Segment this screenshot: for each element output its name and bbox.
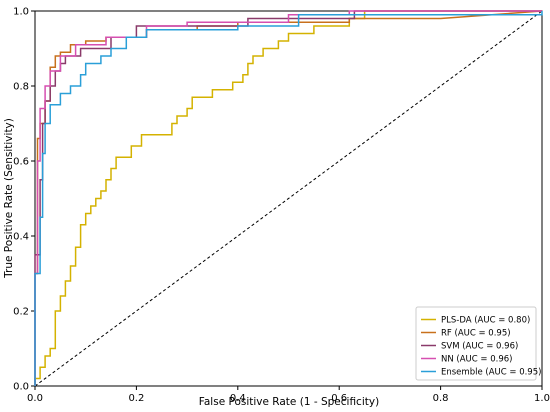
x-tick-label: 0.6 bbox=[331, 393, 347, 404]
y-tick-label: 0.4 bbox=[13, 232, 29, 243]
x-tick-label: 0.8 bbox=[433, 393, 449, 404]
roc-curve-0 bbox=[34, 10, 542, 386]
y-tick-label: 0.0 bbox=[13, 382, 29, 393]
y-tick-label: 0.8 bbox=[13, 82, 29, 93]
legend-entry: RF (AUC = 0.95) bbox=[441, 329, 511, 339]
roc-curve-4 bbox=[34, 11, 543, 386]
y-tick-label: 0.2 bbox=[13, 307, 29, 318]
y-tick-label: 0.6 bbox=[13, 157, 29, 168]
x-tick-label: 0.2 bbox=[128, 393, 144, 404]
plot-area: 0.0 0.2 0.4 0.6 0.8 1.0 0.0 0.2 0.4 0.6 0.8 1.0 PLS-… bbox=[13, 7, 550, 405]
x-axis-label: False Positive Rate (1 - Specificity) bbox=[199, 396, 379, 408]
legend-box bbox=[415, 306, 537, 381]
y-axis-label: True Positive Rate (Sensitivity) bbox=[3, 118, 15, 279]
plot-frame bbox=[34, 10, 543, 387]
legend-entry: Ensemble (AUC = 0.95) bbox=[441, 368, 541, 378]
chance-line bbox=[34, 10, 543, 387]
y-tick-label: 1.0 bbox=[13, 7, 29, 18]
roc-curve-3 bbox=[34, 10, 542, 386]
x-tick-label: 0.4 bbox=[230, 393, 246, 404]
x-tick-label: 0.0 bbox=[27, 393, 43, 404]
legend-entry: PLS-DA (AUC = 0.80) bbox=[441, 316, 530, 326]
legend-entry: SVM (AUC = 0.96) bbox=[441, 342, 518, 352]
x-tick-label: 1.0 bbox=[534, 393, 550, 404]
legend-entry: NN (AUC = 0.96) bbox=[441, 355, 512, 365]
